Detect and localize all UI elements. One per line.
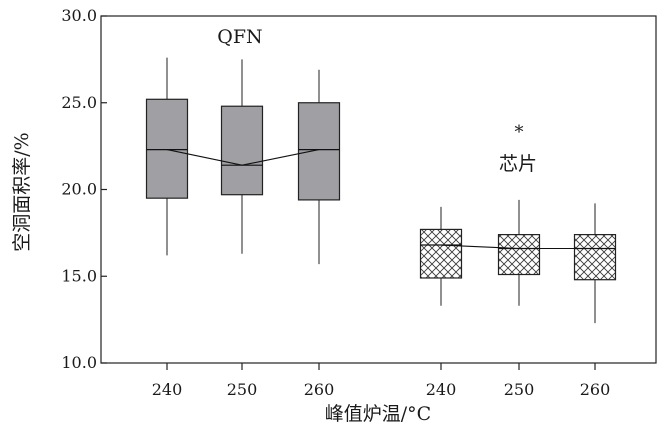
median-connector	[440, 244, 595, 250]
x-tick-label: 260	[304, 380, 335, 399]
box-series: *	[145, 57, 617, 324]
box-1-260	[573, 234, 617, 281]
box-0-240	[145, 98, 189, 199]
y-tick-label: 25.0	[61, 93, 97, 112]
x-tick-label: 240	[152, 380, 183, 399]
y-tick-label: 20.0	[61, 180, 97, 199]
box-1-240	[419, 228, 463, 279]
x-tick-label: 260	[580, 380, 611, 399]
y-tick-label: 30.0	[61, 6, 97, 25]
outlier-marker: *	[515, 122, 524, 143]
y-tick-label: 15.0	[61, 266, 97, 285]
y-tick-label: 10.0	[61, 353, 97, 372]
y-axis-title: 空洞面积率/%	[11, 132, 33, 251]
group-label-qfn: QFN	[217, 26, 262, 48]
x-axis: 240 250 260 240 250 260	[152, 363, 611, 399]
x-axis-title: 峰值炉温/°C	[325, 403, 431, 425]
x-tick-label: 250	[227, 380, 258, 399]
box-1-250	[497, 234, 541, 276]
median-connector	[166, 149, 320, 166]
group-label-chip: 芯片	[499, 153, 537, 175]
box-0-250	[220, 105, 264, 196]
x-tick-label: 240	[426, 380, 457, 399]
y-axis: 10.0 15.0 20.0 25.0 30.0	[61, 6, 107, 372]
x-tick-label: 250	[504, 380, 535, 399]
box-0-260	[297, 102, 341, 201]
